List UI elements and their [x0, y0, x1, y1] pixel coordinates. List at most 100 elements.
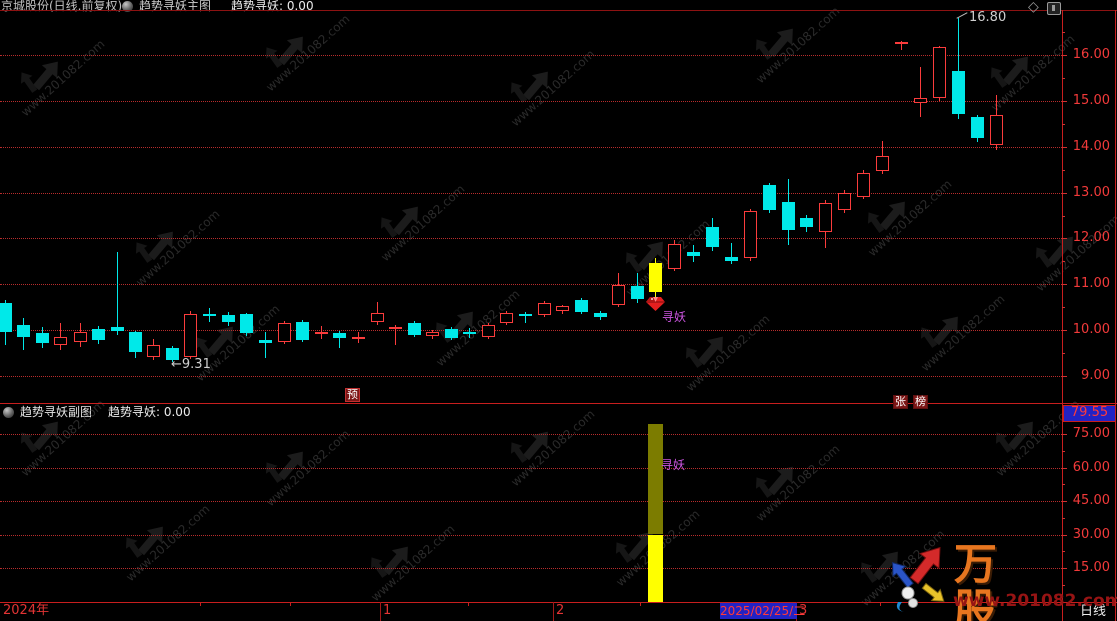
watermark-logo-icon [867, 201, 905, 233]
y-axis-tick [1062, 330, 1067, 331]
watermark-logo-icon [195, 326, 233, 358]
peak-price-annotation: 16.80 [969, 10, 1007, 25]
price-gridline [0, 330, 1062, 331]
diamond-icon[interactable]: ◇ [1028, 0, 1039, 15]
candle-body-up [556, 305, 569, 311]
price-gridline [0, 101, 1062, 102]
sub-axis-tick [1062, 434, 1067, 435]
watermark-logo-icon [625, 241, 663, 273]
y-axis-tick [1062, 55, 1067, 56]
candle-body-up [895, 41, 908, 44]
candle-wick [731, 243, 732, 265]
watermark-logo-icon [380, 206, 418, 238]
price-gridline [0, 55, 1062, 56]
candle-body-up [668, 243, 681, 270]
y-axis-line[interactable] [1062, 10, 1063, 621]
candle-wick [395, 324, 396, 345]
y-axis-minor-tick [1062, 170, 1065, 171]
price-axis-label: 12.00 [1072, 230, 1110, 245]
candle-wick [920, 66, 921, 117]
month-gridline [553, 602, 554, 621]
price-axis-label: 11.00 [1072, 276, 1110, 291]
y-axis-minor-tick [1062, 307, 1065, 308]
price-axis-label: 13.00 [1072, 185, 1110, 200]
zhangbang-tag: 张榜 [893, 390, 933, 409]
main-indicator-name[interactable]: 趋势寻妖主图 [139, 0, 212, 13]
watermark-logo-icon [685, 336, 723, 368]
time-axis-tick [640, 602, 641, 606]
site-logo: 万股网 www.201082.com [888, 540, 1117, 621]
candle-body-up [426, 332, 439, 337]
logo-url: www.201082.com [953, 591, 1117, 611]
year-label: 2024年 [3, 603, 50, 618]
watermark-unit: www.201082.com [260, 427, 352, 515]
signal-label-main: 寻妖 [662, 310, 687, 324]
candle-body-up [184, 314, 197, 358]
watermark-unit: www.201082.com [985, 32, 1077, 120]
bang-char: 榜 [913, 395, 928, 409]
y-axis-tick [1062, 147, 1067, 148]
price-gridline [0, 147, 1062, 148]
right-edge-line [1115, 10, 1116, 621]
sub-gridline [0, 501, 1062, 502]
watermark-logo-icon [265, 451, 303, 483]
gem-icon-sub [3, 407, 14, 418]
candle-body-up [857, 172, 870, 198]
candle-wick [339, 331, 340, 349]
watermark-logo-icon [20, 61, 58, 93]
sub-gridline [0, 434, 1062, 435]
price-gridline [0, 238, 1062, 239]
watermark-unit: www.201082.com [505, 407, 597, 495]
watermark-unit: www.201082.com [190, 302, 282, 390]
candle-body-up [744, 210, 757, 258]
candle-wick [901, 40, 902, 51]
candle-body-down [222, 315, 235, 322]
gem-icon [122, 1, 133, 12]
candle-body-down [463, 332, 476, 335]
sub-gridline [0, 535, 1062, 536]
watermark-unit: www.201082.com [120, 502, 212, 590]
candle-body-down [800, 217, 813, 227]
candle-body-up [371, 313, 384, 322]
time-axis-tick [880, 602, 881, 606]
panel-settings-icon[interactable] [1047, 2, 1061, 15]
candle-body-up [500, 313, 513, 323]
sub-indicator-name[interactable]: 趋势寻妖副图 [20, 405, 93, 419]
price-axis-label: 10.00 [1072, 322, 1110, 337]
time-axis-tick [962, 602, 963, 606]
candle-body-up [914, 98, 927, 104]
watermark-logo-icon [265, 36, 303, 68]
candle-body-down [782, 202, 795, 231]
watermark-logo-icon [755, 28, 793, 60]
watermark-logo-icon [20, 421, 58, 453]
watermark-logo-icon [755, 466, 793, 498]
month-label: 2 [556, 603, 565, 618]
watermark-logo-icon [510, 431, 548, 463]
period-label[interactable]: 日线 [1080, 604, 1107, 619]
candle-body-down [111, 326, 124, 331]
candle-body-up [74, 332, 87, 343]
y-axis-tick [1062, 376, 1067, 377]
candle-body-down [763, 185, 776, 210]
sub-axis-label: 15.00 [1072, 560, 1110, 575]
y-axis-minor-tick [1062, 216, 1065, 217]
candle-body-down [631, 286, 644, 299]
candle-wick [525, 311, 526, 323]
candle-body-down [971, 116, 984, 138]
sub-latest-value-tag: 79.55 [1063, 405, 1116, 422]
price-gridline [0, 193, 1062, 194]
candle-wick [60, 322, 61, 350]
candle-body-up [54, 337, 67, 345]
candle-body-down [952, 71, 965, 114]
candle-body-down [36, 332, 49, 343]
candle-body-up [876, 155, 889, 171]
watermark-unit: www.201082.com [990, 397, 1082, 485]
price-gridline [0, 376, 1062, 377]
sub-axis-minor-tick [1062, 518, 1065, 519]
candle-body-up [538, 303, 551, 315]
sub-gridline [0, 468, 1062, 469]
candle-wick [958, 18, 959, 120]
price-gridline [0, 284, 1062, 285]
candle-body-down [575, 299, 588, 312]
